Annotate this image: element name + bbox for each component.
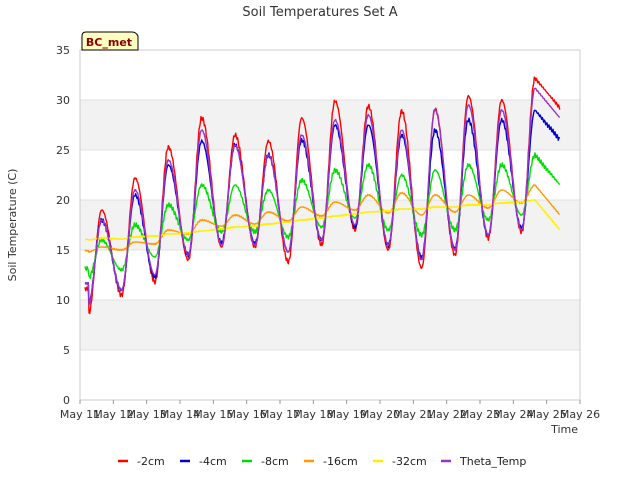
grid-band — [80, 300, 580, 350]
x-tick-label: May 14 — [160, 408, 200, 421]
plot-frame — [79, 49, 581, 401]
x-axis-label: Time — [550, 423, 578, 436]
annotation-badge-text: BC_met — [86, 36, 132, 49]
annotation-badge-box — [81, 31, 139, 51]
y-tick-label: 35 — [56, 44, 70, 57]
x-tick-label: May 24 — [493, 408, 533, 421]
x-tick-label: May 23 — [460, 408, 500, 421]
legend-label: -16cm — [323, 455, 358, 468]
series-line-16cm — [84, 184, 560, 254]
grid-bands — [80, 100, 580, 350]
legend-label: -2cm — [137, 455, 165, 468]
series-line-thetatemp — [84, 87, 561, 306]
x-tick-label: May 12 — [93, 408, 133, 421]
y-tick-label: 0 — [63, 394, 70, 407]
y-tick-label: 15 — [56, 244, 70, 257]
y-tick-label: 20 — [56, 194, 70, 207]
x-tick-label: May 18 — [293, 408, 333, 421]
x-tick-label: May 19 — [327, 408, 367, 421]
y-axis-label: Soil Temperature (C) — [6, 169, 19, 282]
x-tick-label: May 11 — [60, 408, 100, 421]
x-tick-label: May 17 — [260, 408, 300, 421]
chart-title: Soil Temperatures Set A — [242, 5, 397, 20]
series-line-8cm — [84, 152, 561, 279]
x-tick-label: May 15 — [193, 408, 233, 421]
y-tick-label: 30 — [56, 94, 70, 107]
legend: -2cm -4cm -8cm -16cm -32cm Theta_Temp — [118, 455, 526, 468]
legend-label: -4cm — [199, 455, 227, 468]
y-tick-label: 25 — [56, 144, 70, 157]
legend-label: -32cm — [392, 455, 427, 468]
x-tick-label: May 20 — [360, 408, 400, 421]
x-tick-label: May 13 — [127, 408, 167, 421]
y-tick-label: 10 — [56, 294, 70, 307]
legend-label: Theta_Temp — [459, 455, 526, 468]
series-line-32cm — [84, 199, 561, 241]
y-tick-labels: 0 5 10 15 20 25 30 35 — [56, 44, 70, 407]
series-lines — [84, 76, 561, 315]
x-tick-label: May 22 — [427, 408, 467, 421]
x-tick-label: May 25 — [527, 408, 567, 421]
annotation-badge: BC_met — [81, 31, 139, 51]
x-tick-label: May 21 — [393, 408, 433, 421]
legend-label: -8cm — [261, 455, 289, 468]
x-tick-label: May 16 — [227, 408, 267, 421]
x-tick-label: May 26 — [560, 408, 600, 421]
grid-band — [80, 200, 580, 250]
y-tick-label: 5 — [63, 344, 70, 357]
